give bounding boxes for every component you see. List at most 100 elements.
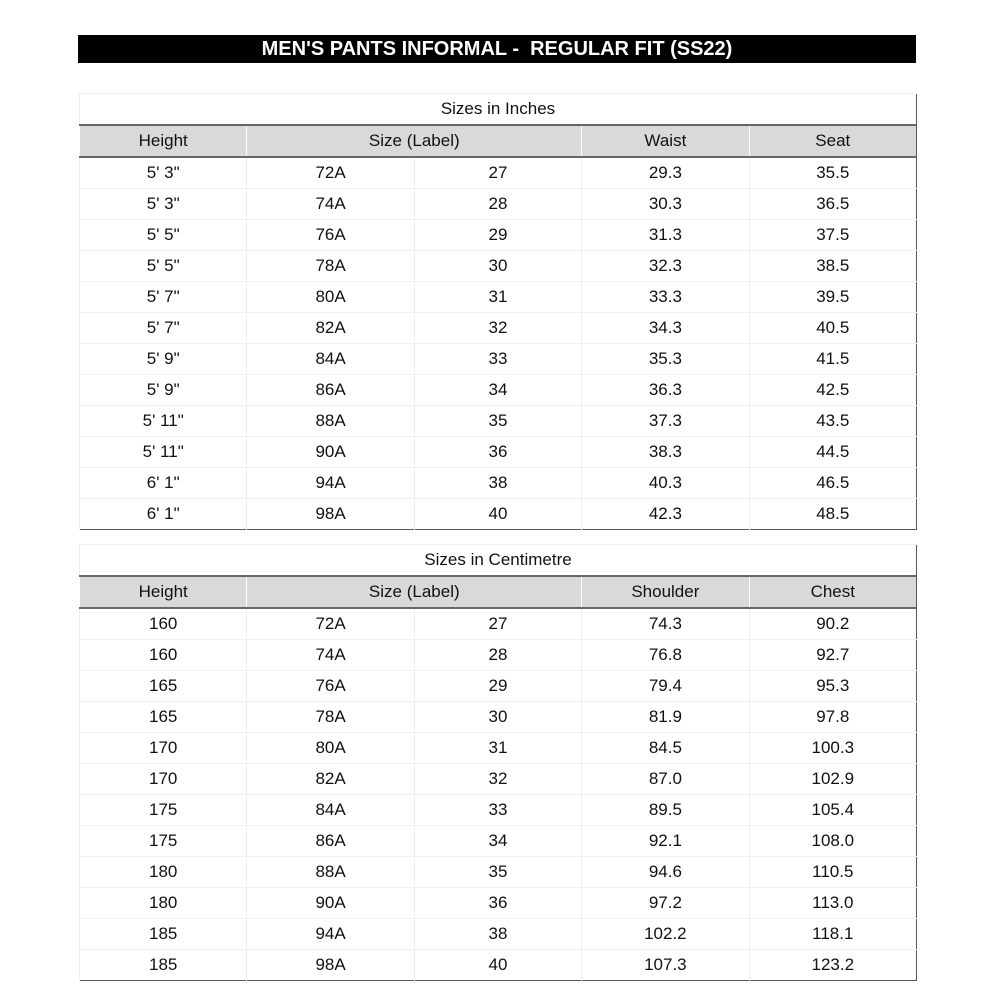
table-row: 170 80A 31 84.5 100.3 xyxy=(78,732,917,764)
height-cell: 175 xyxy=(78,825,247,857)
size-label-cell: 72A xyxy=(246,607,415,640)
size-number-cell: 38 xyxy=(413,918,582,950)
measure-2-cell: 100.3 xyxy=(748,732,917,764)
height-cell: 180 xyxy=(78,887,247,919)
measure-1-cell: 37.3 xyxy=(581,405,750,437)
table-caption: Sizes in Inches xyxy=(79,93,917,126)
size-number-cell: 31 xyxy=(413,281,582,313)
size-number-cell: 36 xyxy=(413,887,582,919)
table-row: 5' 9" 86A 34 36.3 42.5 xyxy=(78,374,917,406)
table-caption: Sizes in Centimetre xyxy=(79,544,917,577)
measure-1-cell: 92.1 xyxy=(581,825,750,857)
header-seat: Seat xyxy=(748,124,917,158)
measure-2-cell: 35.5 xyxy=(748,156,917,189)
size-number-cell: 35 xyxy=(413,856,582,888)
measure-2-cell: 95.3 xyxy=(748,670,917,702)
size-number-cell: 34 xyxy=(413,374,582,406)
table-row: 5' 9" 84A 33 35.3 41.5 xyxy=(78,343,917,375)
size-number-cell: 29 xyxy=(413,219,582,251)
measure-1-cell: 32.3 xyxy=(581,250,750,282)
table-row: 180 90A 36 97.2 113.0 xyxy=(78,887,917,919)
measure-2-cell: 97.8 xyxy=(748,701,917,733)
size-number-cell: 30 xyxy=(413,701,582,733)
table-row: 5' 5" 76A 29 31.3 37.5 xyxy=(78,219,917,251)
table-row: 5' 7" 80A 31 33.3 39.5 xyxy=(78,281,917,313)
size-label-cell: 90A xyxy=(246,436,415,468)
measure-2-cell: 113.0 xyxy=(748,887,917,919)
size-number-cell: 32 xyxy=(413,312,582,344)
size-label-cell: 78A xyxy=(246,250,415,282)
measure-1-cell: 42.3 xyxy=(581,498,750,530)
height-cell: 5' 9" xyxy=(78,374,247,406)
centimetre-size-table: Sizes in Centimetre Height Size (Label) … xyxy=(78,544,917,981)
size-label-cell: 80A xyxy=(246,281,415,313)
measure-1-cell: 31.3 xyxy=(581,219,750,251)
measure-2-cell: 105.4 xyxy=(748,794,917,826)
size-label-cell: 88A xyxy=(246,856,415,888)
measure-2-cell: 48.5 xyxy=(748,498,917,530)
table-row: 185 98A 40 107.3 123.2 xyxy=(78,949,917,981)
measure-1-cell: 33.3 xyxy=(581,281,750,313)
height-cell: 5' 3" xyxy=(78,188,247,220)
measure-2-cell: 39.5 xyxy=(748,281,917,313)
size-number-cell: 28 xyxy=(413,639,582,671)
measure-2-cell: 110.5 xyxy=(748,856,917,888)
size-label-cell: 94A xyxy=(246,467,415,499)
measure-1-cell: 79.4 xyxy=(581,670,750,702)
size-label-cell: 94A xyxy=(246,918,415,950)
size-label-cell: 80A xyxy=(246,732,415,764)
measure-1-cell: 74.3 xyxy=(581,607,750,640)
table-row: 170 82A 32 87.0 102.9 xyxy=(78,763,917,795)
measure-1-cell: 97.2 xyxy=(581,887,750,919)
measure-2-cell: 38.5 xyxy=(748,250,917,282)
measure-2-cell: 123.2 xyxy=(748,949,917,981)
size-label-cell: 86A xyxy=(246,374,415,406)
measure-1-cell: 29.3 xyxy=(581,156,750,189)
height-cell: 6' 1" xyxy=(78,498,247,530)
height-cell: 160 xyxy=(78,607,247,640)
size-number-cell: 33 xyxy=(413,343,582,375)
measure-1-cell: 40.3 xyxy=(581,467,750,499)
size-label-cell: 84A xyxy=(246,343,415,375)
measure-1-cell: 38.3 xyxy=(581,436,750,468)
height-cell: 6' 1" xyxy=(78,467,247,499)
header-size-label: Size (Label) xyxy=(246,575,582,609)
measure-2-cell: 90.2 xyxy=(748,607,917,640)
size-label-cell: 72A xyxy=(246,156,415,189)
measure-2-cell: 40.5 xyxy=(748,312,917,344)
header-shoulder: Shoulder xyxy=(581,575,750,609)
size-number-cell: 32 xyxy=(413,763,582,795)
measure-2-cell: 46.5 xyxy=(748,467,917,499)
table-row: 165 76A 29 79.4 95.3 xyxy=(78,670,917,702)
height-cell: 170 xyxy=(78,763,247,795)
height-cell: 5' 5" xyxy=(78,219,247,251)
table-row: 6' 1" 98A 40 42.3 48.5 xyxy=(78,498,917,530)
size-number-cell: 35 xyxy=(413,405,582,437)
size-label-cell: 84A xyxy=(246,794,415,826)
size-number-cell: 27 xyxy=(413,607,582,640)
height-cell: 185 xyxy=(78,918,247,950)
size-number-cell: 36 xyxy=(413,436,582,468)
header-height: Height xyxy=(78,575,247,609)
size-label-cell: 98A xyxy=(246,498,415,530)
measure-2-cell: 92.7 xyxy=(748,639,917,671)
size-number-cell: 27 xyxy=(413,156,582,189)
measure-1-cell: 36.3 xyxy=(581,374,750,406)
measure-1-cell: 87.0 xyxy=(581,763,750,795)
table-row: 5' 7" 82A 32 34.3 40.5 xyxy=(78,312,917,344)
height-cell: 160 xyxy=(78,639,247,671)
height-cell: 5' 9" xyxy=(78,343,247,375)
height-cell: 180 xyxy=(78,856,247,888)
height-cell: 5' 11" xyxy=(78,405,247,437)
measure-1-cell: 84.5 xyxy=(581,732,750,764)
size-label-cell: 98A xyxy=(246,949,415,981)
header-chest: Chest xyxy=(748,575,917,609)
height-cell: 5' 5" xyxy=(78,250,247,282)
size-number-cell: 33 xyxy=(413,794,582,826)
size-number-cell: 30 xyxy=(413,250,582,282)
measure-2-cell: 43.5 xyxy=(748,405,917,437)
measure-1-cell: 34.3 xyxy=(581,312,750,344)
measure-2-cell: 41.5 xyxy=(748,343,917,375)
size-label-cell: 74A xyxy=(246,639,415,671)
table-row: 160 72A 27 74.3 90.2 xyxy=(78,607,917,640)
